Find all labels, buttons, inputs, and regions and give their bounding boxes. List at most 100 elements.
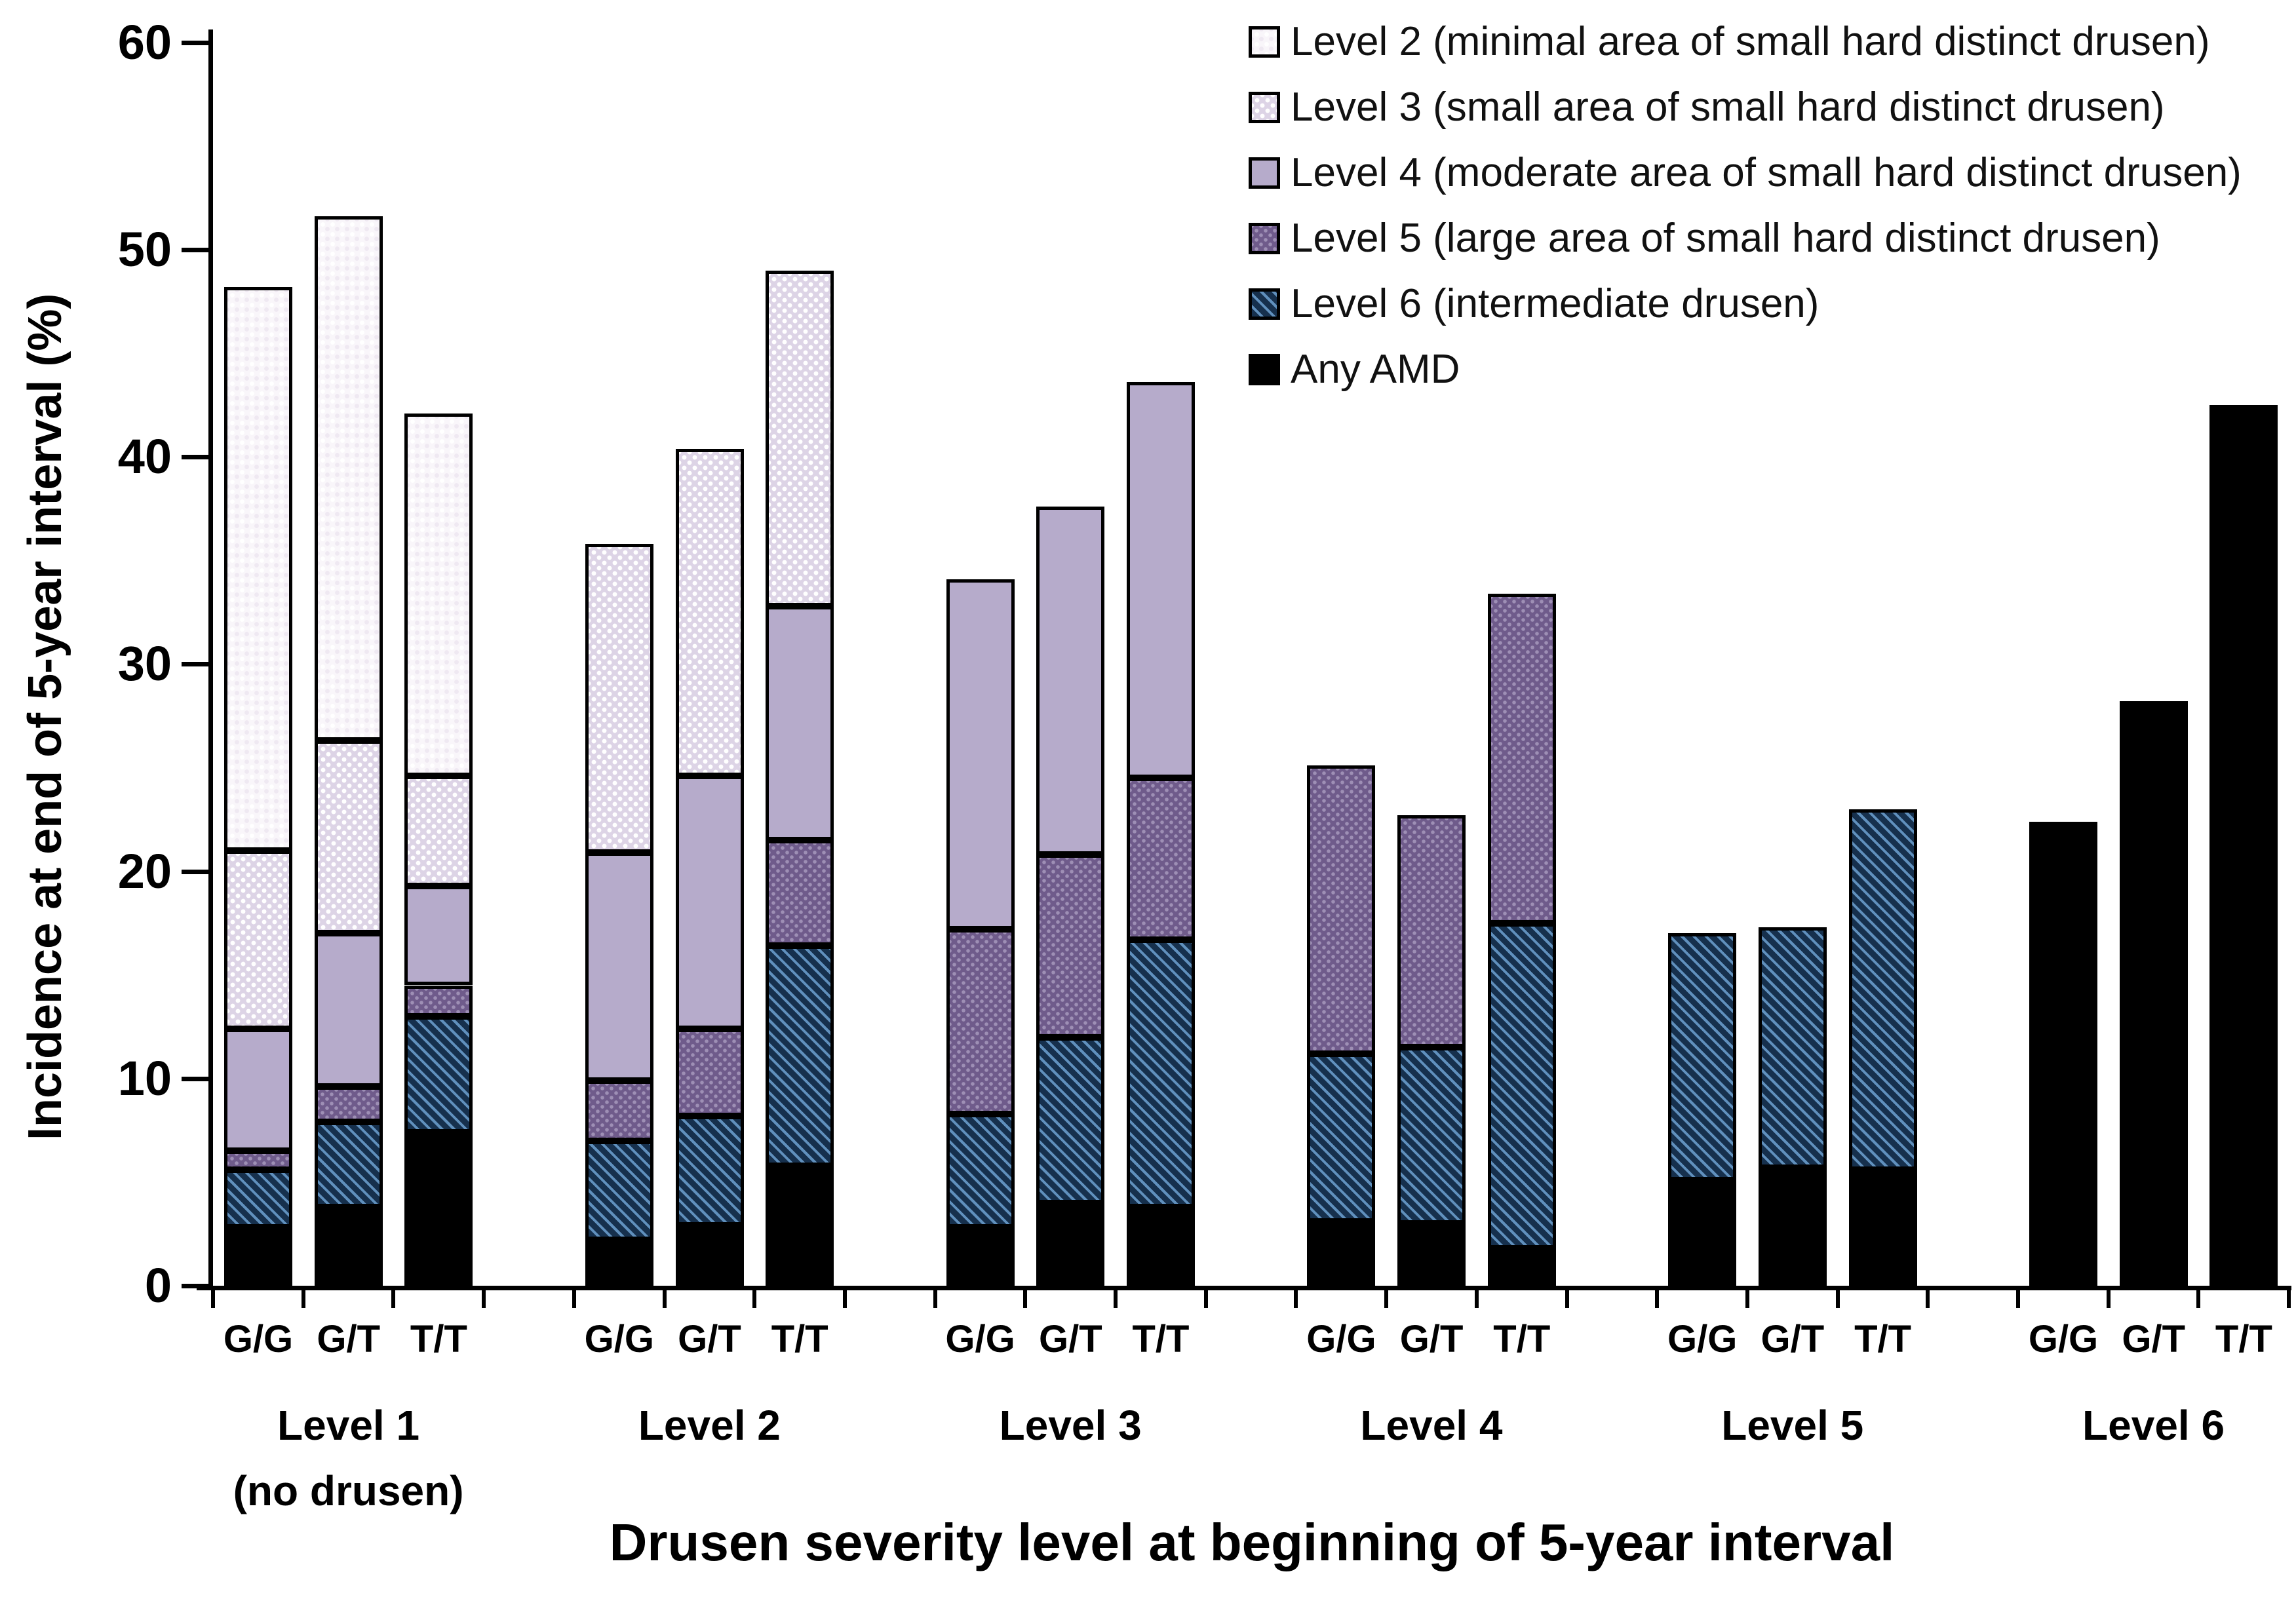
legend-label: Level 2 (minimal area of small hard dist… — [1291, 19, 2210, 64]
bar-segment-l5 — [1397, 815, 1466, 1048]
genotype-label: G/T — [1761, 1318, 1825, 1360]
bar-segment-l4 — [1036, 507, 1105, 855]
x-tick — [1114, 1286, 1118, 1308]
x-tick — [482, 1286, 486, 1308]
x-tick — [933, 1286, 937, 1308]
y-tick — [182, 40, 213, 45]
group-label: Level 3 — [999, 1402, 1142, 1449]
legend-item-l6: Level 6 (intermediate drusen) — [1249, 271, 2242, 337]
bar-segment-l4 — [766, 606, 834, 841]
x-axis-title: Drusen severity level at beginning of 5-… — [609, 1513, 1895, 1571]
y-tick-label: 60 — [117, 14, 172, 69]
group-label: Level 2 — [638, 1402, 781, 1449]
bar-segment-amd — [314, 1206, 383, 1286]
y-tick — [182, 248, 213, 252]
legend-item-l2: Level 2 (minimal area of small hard dist… — [1249, 9, 2242, 75]
legend-swatch-amd — [1249, 354, 1280, 385]
bar-segment-l6 — [1668, 933, 1737, 1180]
genotype-label: T/T — [1493, 1318, 1551, 1360]
legend-item-l3: Level 3 (small area of small hard distin… — [1249, 75, 2242, 140]
legend-item-l4: Level 4 (moderate area of small hard dis… — [1249, 140, 2242, 206]
bar-segment-l3 — [314, 741, 383, 934]
y-tick-label: 30 — [117, 636, 172, 691]
legend-label: Level 6 (intermediate drusen) — [1291, 281, 1819, 326]
y-axis-title: Incidence at end of 5-year interval (%) — [19, 293, 71, 1140]
x-tick — [1203, 1286, 1208, 1308]
bar-segment-l4 — [224, 1028, 292, 1151]
legend-label: Any AMD — [1291, 347, 1460, 392]
x-tick — [2106, 1286, 2111, 1308]
bar-segment-l3 — [404, 776, 473, 886]
y-tick — [182, 1284, 213, 1288]
x-tick — [2287, 1286, 2291, 1308]
bar-segment-l5 — [1127, 778, 1195, 940]
x-tick — [572, 1286, 576, 1308]
y-tick — [182, 662, 213, 667]
bar-segment-l4 — [1127, 382, 1195, 779]
bar-segment-amd — [1397, 1223, 1466, 1286]
genotype-label: G/G — [584, 1318, 654, 1360]
legend-label: Level 3 (small area of small hard distin… — [1291, 85, 2165, 130]
bar-segment-l5 — [766, 840, 834, 946]
x-tick — [2016, 1286, 2020, 1308]
bar-segment-l3 — [675, 448, 744, 777]
genotype-label: G/T — [1399, 1318, 1464, 1360]
bar-segment-l6 — [1758, 927, 1827, 1168]
bar-segment-amd — [1487, 1248, 1556, 1286]
genotype-label: G/T — [1038, 1318, 1102, 1360]
bar-segment-l5 — [585, 1080, 653, 1141]
genotype-label: T/T — [1854, 1318, 1912, 1360]
genotype-label: G/G — [1306, 1318, 1376, 1360]
bar-segment-l6 — [766, 946, 834, 1166]
bar-segment-l3 — [224, 850, 292, 1029]
genotype-label: T/T — [2215, 1318, 2272, 1360]
bar-segment-l4 — [314, 933, 383, 1087]
bar-segment-amd — [1036, 1203, 1105, 1286]
x-tick — [301, 1286, 305, 1308]
x-tick — [1565, 1286, 1569, 1308]
genotype-label: T/T — [1132, 1318, 1190, 1360]
y-tick — [182, 455, 213, 460]
genotype-label: G/G — [223, 1318, 294, 1360]
bar-segment-l6 — [1307, 1053, 1376, 1222]
x-tick — [1655, 1286, 1660, 1308]
genotype-label: T/T — [410, 1318, 467, 1360]
genotype-label: G/G — [945, 1318, 1015, 1360]
bar-segment-l6 — [1127, 939, 1195, 1207]
x-tick — [752, 1286, 757, 1308]
bar-segment-l2 — [314, 216, 383, 741]
bar-segment-l5 — [224, 1151, 292, 1170]
bar-segment-l5 — [1487, 593, 1556, 923]
legend-item-l5: Level 5 (large area of small hard distin… — [1249, 206, 2242, 271]
bar-segment-l6 — [675, 1115, 744, 1226]
group-label: Level 5 — [1721, 1402, 1864, 1449]
bar-segment-amd — [404, 1132, 473, 1286]
bar-segment-l6 — [946, 1113, 1015, 1228]
genotype-label: G/T — [317, 1318, 381, 1360]
bar-segment-l5 — [675, 1028, 744, 1116]
bar-segment-l5 — [946, 929, 1015, 1114]
bar-segment-l4 — [404, 885, 473, 986]
x-tick — [662, 1286, 667, 1308]
x-tick — [1926, 1286, 1930, 1308]
group-label: Level 1 — [277, 1402, 420, 1449]
x-tick — [391, 1286, 396, 1308]
bar-segment-l6 — [585, 1140, 653, 1241]
bar-segment-l4 — [585, 853, 653, 1081]
bar-segment-l6 — [314, 1122, 383, 1207]
bar-segment-l6 — [1036, 1037, 1105, 1203]
y-tick-label: 20 — [117, 843, 172, 898]
legend-label: Level 4 (moderate area of small hard dis… — [1291, 150, 2242, 195]
x-tick — [1745, 1286, 1749, 1308]
y-tick-label: 40 — [117, 429, 172, 484]
genotype-label: G/T — [678, 1318, 741, 1360]
y-tick-label: 50 — [117, 222, 172, 277]
bar-segment-amd — [946, 1227, 1015, 1286]
legend-item-amd: Any AMD — [1249, 337, 2242, 402]
bar-segment-l6 — [404, 1016, 473, 1132]
y-axis-line — [208, 29, 213, 1290]
x-tick — [1294, 1286, 1298, 1308]
y-tick — [182, 869, 213, 874]
group-sublabel: (no drusen) — [233, 1467, 464, 1514]
